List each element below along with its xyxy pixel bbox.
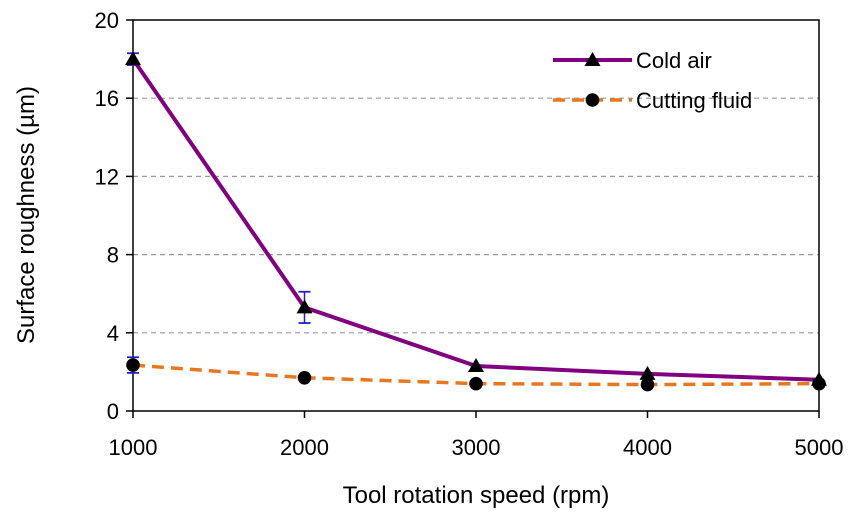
y-tick-label: 20 [95, 8, 119, 33]
legend-marker-cutting-fluid [585, 93, 600, 107]
data-point-cutting-fluid [126, 358, 140, 372]
x-tick-label: 4000 [623, 435, 672, 460]
data-point-cold-air [296, 299, 313, 314]
y-tick-label: 4 [107, 321, 119, 346]
legend: Cold air Cutting fluid [553, 48, 752, 113]
y-axis-ticks: 0 4 8 12 16 20 [95, 8, 133, 424]
data-point-cutting-fluid [812, 376, 826, 391]
legend-label-cold-air: Cold air [636, 48, 712, 73]
y-tick-label: 0 [107, 399, 119, 424]
data-point-cold-air [125, 51, 141, 66]
data-point-cutting-fluid [469, 376, 483, 391]
x-tick-label: 5000 [795, 435, 844, 460]
x-axis-ticks: 1000 2000 3000 4000 5000 [109, 411, 844, 460]
y-tick-label: 16 [95, 86, 119, 111]
y-tick-label: 12 [95, 164, 119, 189]
x-tick-label: 3000 [452, 435, 501, 460]
x-axis-title: Tool rotation speed (rpm) [343, 482, 610, 509]
y-axis-title: Surface roughness (µm) [13, 86, 40, 344]
data-point-cold-air [639, 365, 656, 380]
data-point-cutting-fluid [640, 377, 655, 392]
legend-label-cutting-fluid: Cutting fluid [636, 88, 752, 113]
x-tick-label: 2000 [280, 435, 329, 460]
x-tick-label: 1000 [109, 435, 158, 460]
y-tick-label: 8 [107, 243, 119, 268]
series-lines [125, 51, 827, 392]
plot-area-frame [132, 19, 820, 412]
legend-marker-cold-air [584, 52, 601, 66]
gridlines [133, 97, 819, 334]
data-point-cutting-fluid [297, 370, 312, 385]
data-point-cold-air [468, 358, 484, 373]
